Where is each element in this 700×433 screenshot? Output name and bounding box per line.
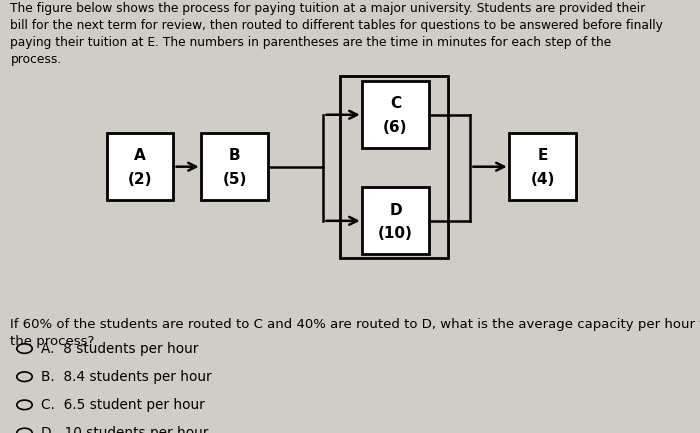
Text: A.  8 students per hour: A. 8 students per hour (41, 342, 198, 355)
Text: B: B (229, 149, 240, 163)
Text: C: C (390, 97, 401, 111)
Text: (5): (5) (223, 172, 246, 187)
Bar (510, 133, 575, 200)
Text: (2): (2) (127, 172, 153, 187)
Bar (202, 133, 268, 200)
Text: A: A (134, 149, 146, 163)
Bar (107, 133, 174, 200)
Text: The figure below shows the process for paying tuition at a major university. Stu: The figure below shows the process for p… (10, 2, 664, 66)
Text: D.  10 students per hour: D. 10 students per hour (41, 426, 208, 433)
Bar (340, 76, 448, 258)
Text: (10): (10) (378, 226, 413, 241)
Text: C.  6.5 student per hour: C. 6.5 student per hour (41, 398, 204, 412)
Text: E: E (538, 149, 547, 163)
Text: D: D (389, 203, 402, 217)
Text: (6): (6) (383, 120, 407, 135)
Text: (4): (4) (531, 172, 554, 187)
Text: B.  8.4 students per hour: B. 8.4 students per hour (41, 370, 211, 384)
Bar (363, 81, 428, 148)
Bar (363, 187, 428, 255)
Text: If 60% of the students are routed to C and 40% are routed to D, what is the aver: If 60% of the students are routed to C a… (10, 318, 700, 348)
